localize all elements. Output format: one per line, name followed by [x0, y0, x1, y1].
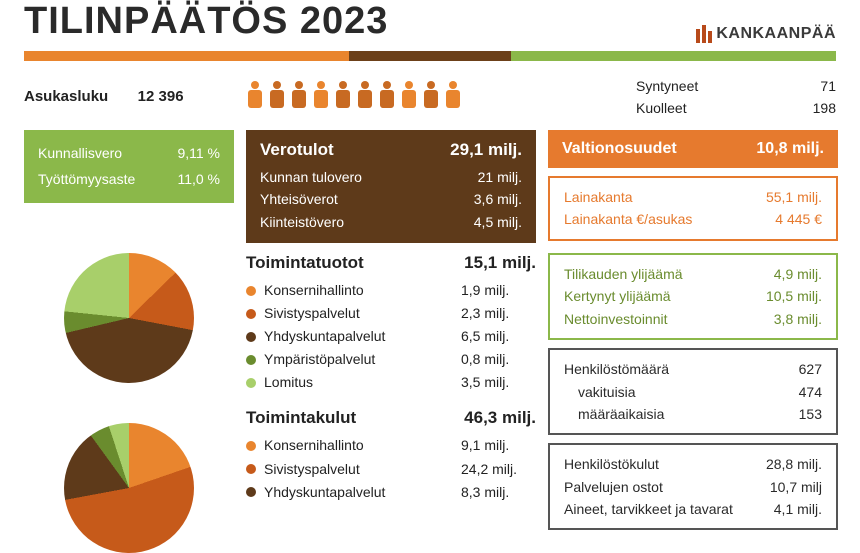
data-row: vakituisia474 [564, 381, 822, 403]
person-icon [268, 81, 286, 113]
population-value: 12 396 [138, 88, 184, 105]
accent-stripe [24, 51, 836, 61]
legend-item: Lomitus3,5 milj. [246, 371, 536, 394]
state-grants-box: Valtionosuudet 10,8 milj. [548, 130, 838, 168]
legend-item: Yhdyskuntapalvelut8,3 milj. [246, 481, 536, 504]
tax-rate-value: 9,11 % [177, 140, 220, 167]
person-icon [312, 81, 330, 113]
legend-item: Sivistyspalvelut2,3 milj. [246, 302, 536, 325]
dead-label: Kuolleet [636, 97, 687, 119]
tax-income-title: Verotulot [260, 140, 334, 160]
tax-rate-label: Kunnallisvero [38, 140, 122, 167]
revenue-section: Toimintatuotot 15,1 milj. Konsernihallin… [246, 253, 536, 394]
data-row: Lainakanta55,1 milj. [564, 186, 822, 208]
vital-stats: Syntyneet 71 Kuolleet 198 [636, 75, 836, 120]
loans-box: Lainakanta55,1 milj.Lainakanta €/asukas4… [548, 176, 838, 241]
data-row: Henkilöstömäärä627 [564, 358, 822, 380]
expenses-title: Toimintakulut [246, 408, 356, 428]
dead-value: 198 [813, 97, 836, 119]
expenses-section: Toimintakulut 46,3 milj. Konsernihallint… [246, 408, 536, 503]
revenue-title: Toimintatuotot [246, 253, 364, 273]
person-icon [290, 81, 308, 113]
unemployment-value: 11,0 % [177, 166, 220, 193]
person-icon [356, 81, 374, 113]
data-row: Lainakanta €/asukas4 445 € [564, 208, 822, 230]
population-icons [246, 81, 624, 113]
brand-mark-icon [696, 25, 712, 43]
person-icon [400, 81, 418, 113]
population-label: Asukasluku [24, 88, 108, 105]
staff-box: Henkilöstömäärä627vakituisia474määräaika… [548, 348, 838, 435]
brand-logo: KANKAANPÄÄ [696, 25, 836, 43]
revenue-total: 15,1 milj. [464, 253, 536, 273]
born-label: Syntyneet [636, 75, 698, 97]
data-row: määräaikaisia153 [564, 403, 822, 425]
page-title: TILINPÄÄTÖS 2023 [24, 0, 388, 43]
legend-item: Konsernihallinto9,1 milj. [246, 434, 536, 457]
person-icon [422, 81, 440, 113]
tax-income-box: Verotulot 29,1 milj. Kunnan tulovero21 mi… [246, 130, 536, 243]
person-icon [378, 81, 396, 113]
expenses-pie-chart [64, 423, 194, 553]
rates-box: Kunnallisvero 9,11 % Työttömyysaste 11,0 % [24, 130, 234, 203]
legend-item: Sivistyspalvelut24,2 milj. [246, 458, 536, 481]
data-row: Tilikauden ylijäämä4,9 milj. [564, 263, 822, 285]
tax-income-row: Kiinteistövero4,5 milj. [260, 211, 522, 233]
unemployment-label: Työttömyysaste [38, 166, 135, 193]
born-value: 71 [820, 75, 836, 97]
person-icon [334, 81, 352, 113]
state-grants-value: 10,8 milj. [756, 140, 824, 158]
expenses-total: 46,3 milj. [464, 408, 536, 428]
data-row: Nettoinvestoinnit3,8 milj. [564, 308, 822, 330]
tax-income-row: Yhteisöverot3,6 milj. [260, 188, 522, 210]
person-icon [246, 81, 264, 113]
tax-income-total: 29,1 milj. [450, 140, 522, 160]
state-grants-title: Valtionosuudet [562, 140, 677, 158]
surplus-box: Tilikauden ylijäämä4,9 milj.Kertynyt yli… [548, 253, 838, 340]
revenue-pie-chart [64, 253, 194, 383]
staff-costs-box: Henkilöstökulut28,8 milj.Palvelujen osto… [548, 443, 838, 530]
data-row: Palvelujen ostot10,7 milj [564, 476, 822, 498]
legend-item: Konsernihallinto1,9 milj. [246, 279, 536, 302]
brand-name: KANKAANPÄÄ [716, 25, 836, 43]
population-block: Asukasluku 12 396 [24, 88, 234, 106]
person-icon [444, 81, 462, 113]
legend-item: Yhdyskuntapalvelut6,5 milj. [246, 325, 536, 348]
data-row: Kertynyt ylijäämä10,5 milj. [564, 285, 822, 307]
legend-item: Ympäristöpalvelut0,8 milj. [246, 348, 536, 371]
data-row: Henkilöstökulut28,8 milj. [564, 453, 822, 475]
tax-income-row: Kunnan tulovero21 milj. [260, 166, 522, 188]
data-row: Aineet, tarvikkeet ja tavarat4,1 milj. [564, 498, 822, 520]
